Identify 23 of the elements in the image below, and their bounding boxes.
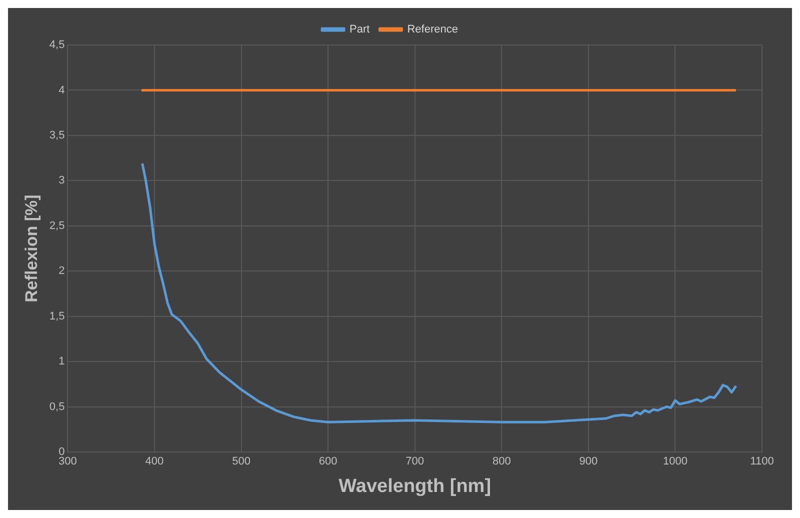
x-tick-label: 300	[58, 456, 77, 468]
y-tick-label: 0	[58, 446, 65, 458]
legend-label: Part	[350, 24, 370, 36]
y-tick-label: 2,5	[49, 220, 65, 232]
y-axis-title: Reflexion [%]	[22, 194, 41, 302]
legend-label: Reference	[407, 24, 458, 36]
x-tick-label: 500	[232, 456, 250, 468]
x-tick-label: 900	[579, 456, 598, 468]
x-axis-title: Wavelength [nm]	[338, 476, 492, 497]
x-tick-label: 700	[406, 456, 424, 468]
y-tick-label: 1,5	[49, 310, 65, 322]
x-tick-label: 400	[145, 456, 164, 468]
y-tick-label: 2	[58, 265, 65, 278]
y-tick-label: 1	[58, 356, 65, 368]
x-tick-label: 600	[318, 456, 338, 468]
x-tick-label: 1000	[662, 456, 688, 468]
y-tick-label: 3,5	[49, 129, 65, 142]
x-tick-label: 1100	[750, 456, 774, 468]
y-tick-label: 4	[58, 84, 65, 96]
y-tick-label: 3	[58, 174, 65, 187]
y-tick-label: 4,5	[49, 39, 65, 52]
x-tick-label: 800	[492, 456, 511, 468]
y-tick-label: 0,5	[49, 400, 65, 413]
